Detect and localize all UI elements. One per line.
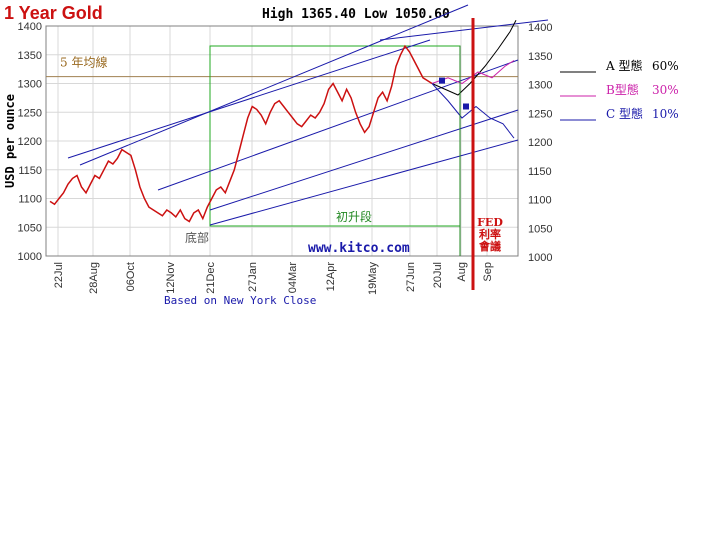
y-tick-label-left: 1350: [18, 50, 42, 62]
y-tick-label-right: 1050: [528, 223, 552, 235]
bottom-label: 底部: [185, 230, 209, 245]
fed-label-line: FED: [477, 216, 503, 229]
legend-prob: 30%: [652, 83, 679, 97]
y-tick-label-right: 1400: [528, 22, 552, 34]
fed-label-line: 利率: [479, 227, 501, 241]
channel-line: [209, 139, 519, 226]
y-tick-label-left: 1150: [18, 165, 42, 177]
fed-label-line: 會議: [479, 239, 501, 253]
y-tick-label-right: 1000: [528, 252, 552, 264]
y-tick-label-left: 1300: [18, 79, 42, 91]
plot-frame: [45, 25, 519, 257]
legend-label: B型態: [606, 82, 639, 97]
chart-title: 1 Year Gold: [4, 3, 103, 23]
x-tick-label: 27Jan: [247, 262, 259, 292]
channel-line: [79, 4, 469, 166]
y-tick-label-left: 1000: [18, 251, 42, 263]
x-tick-label: 28Aug: [88, 262, 100, 294]
channel-line: [379, 19, 549, 41]
x-tick-label: 04Mar: [287, 262, 299, 294]
y-tick-label-left: 1200: [18, 136, 42, 148]
y-tick-label-left: 1050: [18, 222, 42, 234]
x-axis-label: Based on New York Close: [164, 294, 316, 307]
y-tick-label-left: 1400: [18, 21, 42, 33]
scenario-c-line: [431, 83, 515, 139]
x-tick-label: 22Jul: [53, 262, 65, 288]
y-tick-label-left: 1250: [18, 107, 42, 119]
watermark: www.kitco.com: [308, 241, 410, 256]
scenario-b-line: [431, 60, 515, 85]
ma-label: 5 年均線: [60, 55, 107, 70]
x-tick-label: 12Apr: [325, 262, 337, 292]
y-tick-label-right: 1250: [528, 108, 552, 120]
channel-line: [209, 109, 519, 211]
scenario-a-line: [431, 20, 517, 96]
y-tick-label-left: 1100: [18, 194, 42, 206]
x-tick-label: Sep: [482, 262, 494, 282]
y-tick-label-right: 1200: [528, 137, 552, 149]
y-tick-label-right: 1150: [528, 166, 552, 178]
x-tick-label: 27Jun: [405, 262, 417, 292]
legend-label: A 型態: [605, 58, 642, 73]
header-stats: High 1365.40 Low 1050.60: [262, 7, 450, 22]
y-tick-label-right: 1300: [528, 80, 552, 92]
y-axis-label: USD per ounce: [3, 94, 17, 188]
x-tick-label: 21Dec: [205, 262, 217, 294]
marker-square: [463, 103, 469, 110]
rise-label: 初升段: [336, 209, 372, 224]
x-tick-label: 20Jul: [432, 262, 444, 288]
y-tick-label-right: 1100: [528, 195, 552, 207]
x-tick-label: 06Oct: [125, 262, 137, 291]
legend-prob: 10%: [652, 107, 679, 121]
price-line: [49, 44, 433, 223]
y-tick-label-right: 1350: [528, 51, 552, 63]
x-tick-label: 19May: [367, 262, 379, 296]
x-tick-label: Aug: [456, 262, 468, 282]
channel-line: [67, 39, 431, 159]
x-tick-label: 12Nov: [165, 262, 177, 294]
legend-label: C 型態: [606, 106, 643, 121]
marker-square: [439, 77, 445, 84]
legend-prob: 60%: [652, 59, 679, 73]
